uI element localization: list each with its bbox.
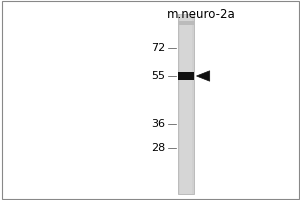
Text: m.neuro-2a: m.neuro-2a	[167, 8, 236, 21]
Text: 72: 72	[151, 43, 165, 53]
Bar	[178, 21, 194, 25]
Text: 28: 28	[151, 143, 165, 153]
Polygon shape	[196, 71, 210, 81]
Bar	[178, 72, 194, 80]
Text: 36: 36	[151, 119, 165, 129]
Bar	[178, 14, 194, 194]
Text: 55: 55	[151, 71, 165, 81]
Bar	[180, 14, 192, 194]
